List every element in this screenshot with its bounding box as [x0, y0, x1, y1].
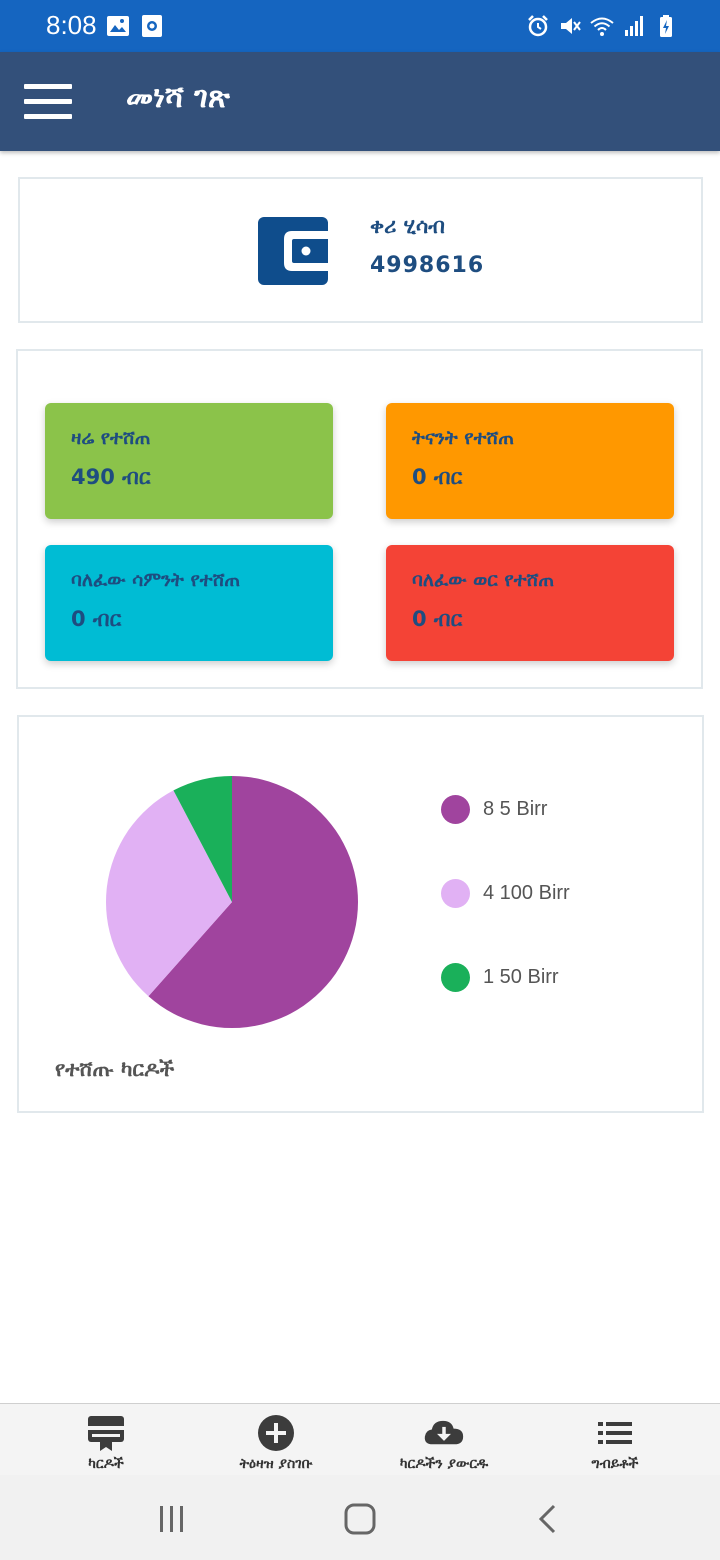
pie-slice [148, 776, 359, 1028]
nav-transactions-label: ግብይቶች [591, 1456, 639, 1472]
nav-download-cards[interactable]: ካርዶችን ያውርዱ [379, 1404, 509, 1476]
screen-record-icon [142, 15, 162, 37]
home-icon[interactable] [340, 1503, 380, 1535]
nav-cards-label: ካርዶች [88, 1456, 124, 1472]
legend-label: 1 50 Birr [483, 965, 559, 988]
legend-label: 8 5 Birr [483, 797, 548, 820]
nav-transactions[interactable]: ግብይቶች [570, 1404, 660, 1476]
last-month-sales-tile[interactable]: ባለፈው ወር የተሸጠ 0 ብር [386, 545, 674, 661]
nav-place-order[interactable]: ትዕዛዝ ያስገቡ [216, 1404, 336, 1476]
nav-download-cards-label: ካርዶችን ያውርዱ [399, 1456, 489, 1472]
sold-cards-chart: 8 5 Birr 4 100 Birr 1 50 Birr የተሸጡ ካርዶች [17, 715, 704, 1113]
balance-label: ቀሪ ሂሳብ [370, 214, 445, 238]
legend-dot [441, 962, 470, 992]
signal-icon [625, 16, 643, 36]
legend-dot [441, 878, 470, 908]
sales-summary-card: ዛሬ የተሸጠ 490 ብር ትናንት የተሸጠ 0 ብር ባለፈው ሳምንት … [16, 349, 703, 689]
legend-item: 8 5 Birr [441, 793, 547, 825]
alarm-icon [528, 15, 548, 37]
legend-item: 1 50 Birr [441, 961, 559, 993]
pie-slice [106, 790, 232, 997]
balance-card: ቀሪ ሂሳብ 4998616 [18, 177, 703, 323]
yesterday-sales-label: ትናንት የተሸጠ [412, 427, 515, 449]
battery-charging-icon [660, 15, 672, 37]
last-week-sales-label: ባለፈው ሳምንት የተሸጠ [71, 569, 241, 591]
legend-dot [441, 794, 470, 824]
page-title: መነሻ ገጽ [126, 80, 230, 115]
menu-icon[interactable] [24, 84, 74, 120]
card-icon [88, 1416, 124, 1451]
yesterday-sales-value: 0 ብር [412, 465, 463, 489]
balance-value: 4998616 [370, 253, 485, 278]
list-icon [598, 1422, 632, 1444]
status-time: 8:08 [46, 10, 97, 40]
legend-label: 4 100 Birr [483, 881, 570, 904]
image-icon [107, 16, 129, 36]
nav-place-order-label: ትዕዛዝ ያስገቡ [239, 1456, 313, 1472]
back-icon[interactable] [528, 1503, 568, 1535]
mute-icon [561, 18, 581, 34]
today-sales-value: 490 ብር [71, 465, 151, 489]
last-week-sales-tile[interactable]: ባለፈው ሳምንት የተሸጠ 0 ብር [45, 545, 333, 661]
cloud-download-icon [424, 1420, 464, 1445]
status-bar: 8:08 [0, 0, 720, 52]
chart-caption: የተሸጡ ካርዶች [55, 1057, 175, 1081]
bottom-navigation: ካርዶች ትዕዛዝ ያስገቡ ካርዶችን ያውርዱ ግብይቶች [0, 1403, 720, 1475]
tile-divider [46, 518, 674, 548]
last-week-sales-value: 0 ብር [71, 607, 122, 631]
today-sales-label: ዛሬ የተሸጠ [71, 427, 151, 449]
pie-slice [173, 776, 232, 902]
yesterday-sales-tile[interactable]: ትናንት የተሸጠ 0 ብር [386, 403, 674, 519]
last-month-sales-value: 0 ብር [412, 607, 463, 631]
last-month-sales-label: ባለፈው ወር የተሸጠ [412, 569, 555, 591]
app-bar: መነሻ ገጽ [0, 52, 720, 151]
recent-apps-icon[interactable] [152, 1503, 192, 1535]
system-navigation-bar [0, 1475, 720, 1560]
nav-cards[interactable]: ካርዶች [66, 1404, 146, 1476]
add-circle-icon [258, 1415, 294, 1451]
wifi-icon [590, 17, 614, 36]
wallet-icon [258, 217, 328, 285]
legend-item: 4 100 Birr [441, 877, 570, 909]
pie-chart [106, 776, 359, 1028]
today-sales-tile[interactable]: ዛሬ የተሸጠ 490 ብር [45, 403, 333, 519]
